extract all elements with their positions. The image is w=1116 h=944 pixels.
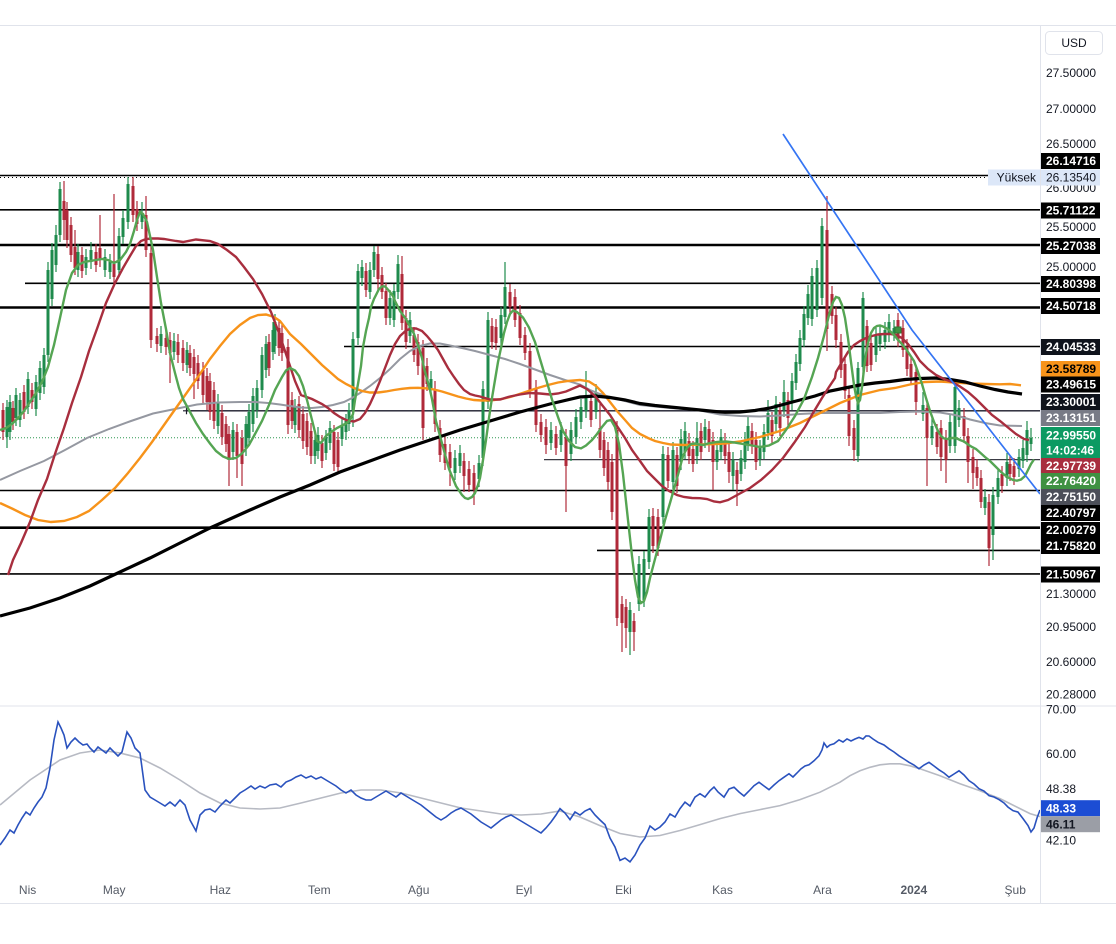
svg-text:20.28000: 20.28000 xyxy=(1046,688,1096,702)
svg-text:22.99550: 22.99550 xyxy=(1046,429,1096,443)
svg-text:25.71122: 25.71122 xyxy=(1046,204,1096,218)
svg-text:27.50000: 27.50000 xyxy=(1046,66,1096,80)
svg-text:22.75150: 22.75150 xyxy=(1046,490,1096,504)
svg-text:27.00000: 27.00000 xyxy=(1046,102,1096,116)
svg-text:24.80398: 24.80398 xyxy=(1046,277,1096,291)
svg-text:22.76420: 22.76420 xyxy=(1046,474,1096,488)
svg-text:23.58789: 23.58789 xyxy=(1046,362,1096,376)
svg-text:22.40797: 22.40797 xyxy=(1046,506,1096,520)
svg-text:25.50000: 25.50000 xyxy=(1046,220,1096,234)
svg-text:2024: 2024 xyxy=(900,883,927,897)
svg-text:Eki: Eki xyxy=(615,883,632,897)
svg-text:Şub: Şub xyxy=(1005,883,1027,897)
svg-text:25.27038: 25.27038 xyxy=(1046,239,1096,253)
svg-text:25.00000: 25.00000 xyxy=(1046,260,1096,274)
svg-text:22.00279: 22.00279 xyxy=(1046,523,1096,537)
svg-text:70.00: 70.00 xyxy=(1046,703,1076,717)
svg-text:26.14716: 26.14716 xyxy=(1046,154,1096,168)
svg-text:60.00: 60.00 xyxy=(1046,747,1076,761)
svg-text:Ağu: Ağu xyxy=(408,883,429,897)
svg-text:46.11: 46.11 xyxy=(1046,817,1076,831)
svg-text:21.50967: 21.50967 xyxy=(1046,568,1096,582)
svg-text:Kas: Kas xyxy=(712,883,733,897)
svg-text:Haz: Haz xyxy=(210,883,231,897)
svg-text:22.97739: 22.97739 xyxy=(1046,459,1096,473)
svg-text:24.04533: 24.04533 xyxy=(1046,340,1096,354)
svg-text:48.33: 48.33 xyxy=(1046,801,1076,815)
svg-text:20.60000: 20.60000 xyxy=(1046,655,1096,669)
svg-text:23.30001: 23.30001 xyxy=(1046,395,1096,409)
svg-text:Eyl: Eyl xyxy=(516,883,533,897)
svg-text:USD: USD xyxy=(1061,36,1087,50)
svg-text:24.50718: 24.50718 xyxy=(1046,299,1096,313)
svg-text:May: May xyxy=(103,883,126,897)
svg-text:48.38: 48.38 xyxy=(1046,782,1076,796)
svg-text:26.50000: 26.50000 xyxy=(1046,137,1096,151)
svg-text:14:02:46: 14:02:46 xyxy=(1046,444,1094,458)
svg-text:Ara: Ara xyxy=(813,883,832,897)
svg-text:21.30000: 21.30000 xyxy=(1046,587,1096,601)
svg-text:21.75820: 21.75820 xyxy=(1046,539,1096,553)
svg-text:23.49615: 23.49615 xyxy=(1046,378,1096,392)
svg-text:20.95000: 20.95000 xyxy=(1046,620,1096,634)
svg-text:42.10: 42.10 xyxy=(1046,834,1076,848)
svg-text:Yüksek: Yüksek xyxy=(997,171,1037,185)
svg-text:23.13151: 23.13151 xyxy=(1046,411,1096,425)
svg-text:Tem: Tem xyxy=(308,883,331,897)
svg-text:Nis: Nis xyxy=(19,883,36,897)
svg-text:26.13540: 26.13540 xyxy=(1046,171,1096,185)
